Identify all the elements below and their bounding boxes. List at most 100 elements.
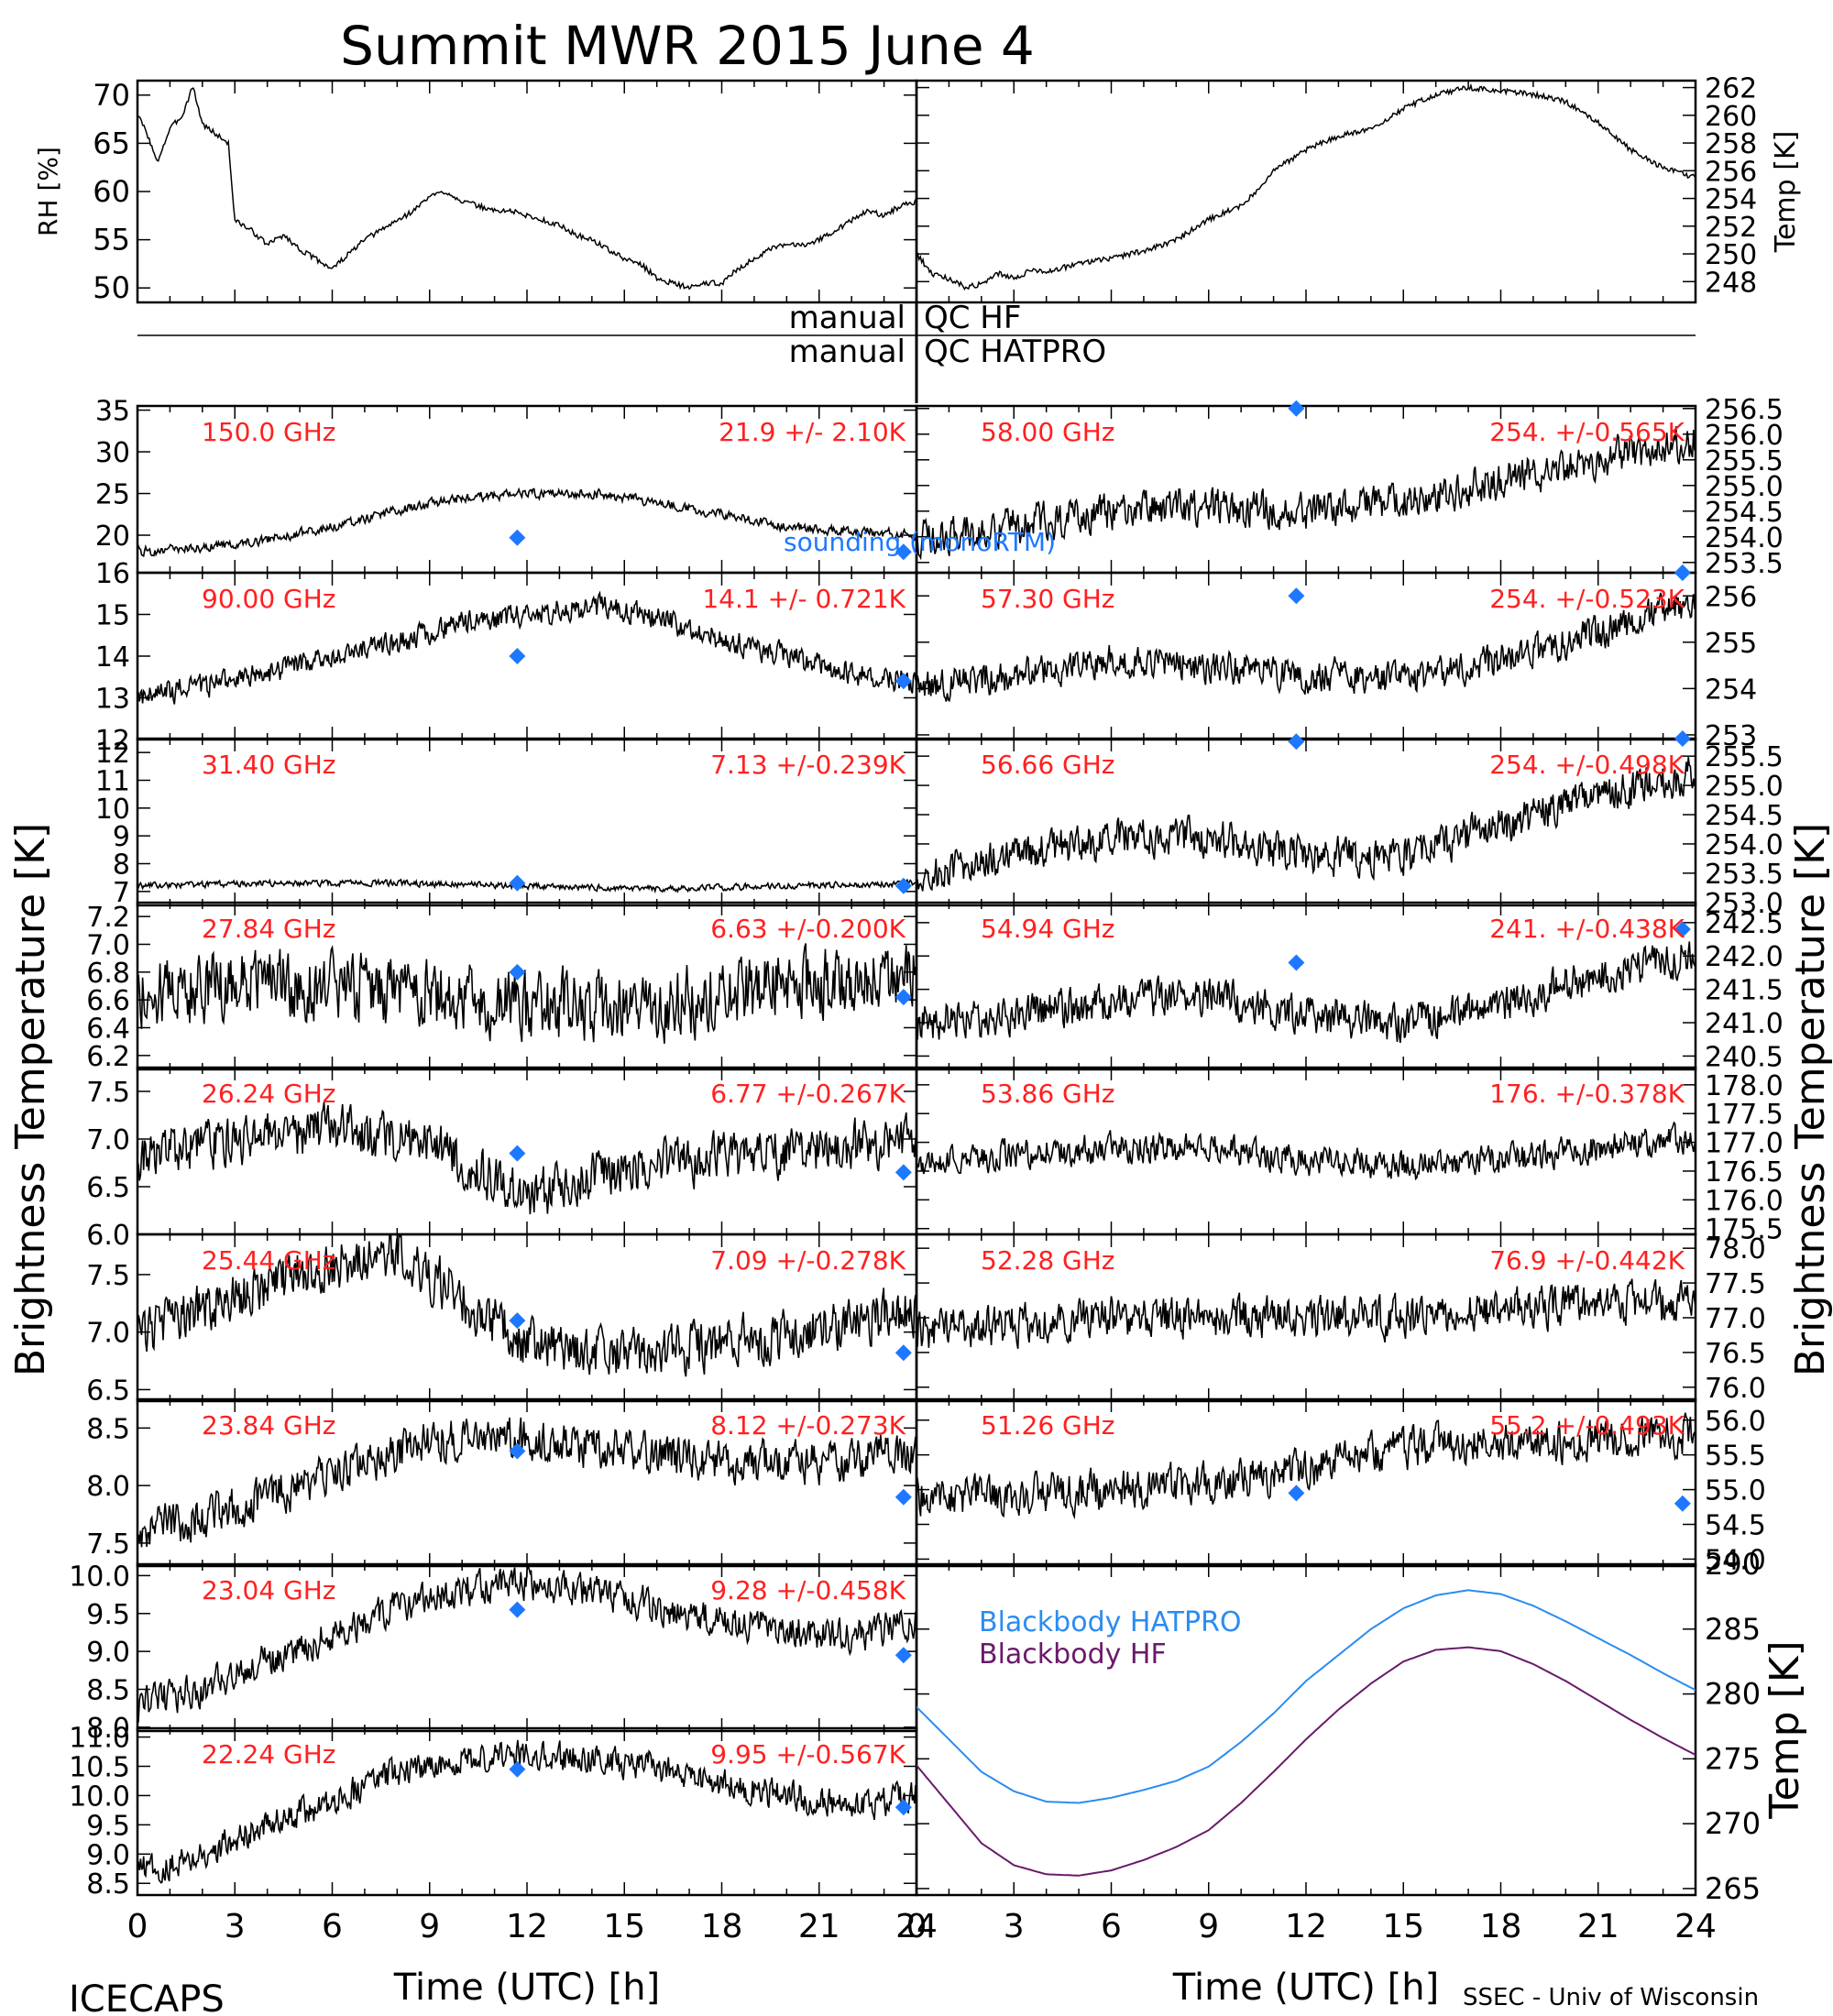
- ytick-label: 9.5: [86, 1810, 130, 1842]
- ytick-label: 9.5: [86, 1599, 130, 1631]
- ytick-label: 6.0: [86, 1220, 130, 1252]
- ytick-label: 8.0: [86, 1713, 130, 1745]
- xtick-label: 21: [1577, 1908, 1619, 1945]
- ytick-label: 78.0: [1705, 1233, 1766, 1265]
- xtick-label: 3: [1004, 1908, 1025, 1945]
- ylabel: RH [%]: [33, 147, 63, 236]
- channel-label: 31.40 GHz: [202, 750, 336, 780]
- ytick-label: 16: [95, 558, 130, 590]
- sounding-point: [509, 963, 526, 981]
- xtick-label: 3: [225, 1908, 246, 1945]
- sounding-point: [895, 1647, 912, 1664]
- trace-f2784: [137, 943, 916, 1044]
- ytick-label: 77.0: [1705, 1303, 1766, 1335]
- xtick-label: 24: [895, 1908, 938, 1945]
- sounding-point: [509, 1442, 526, 1460]
- sounding-legend: sounding (monoRTM): [784, 527, 1056, 557]
- panel-f2624: 6.0 6.5 7.0 7.5 26.24 GHz 6.77 +/-0.267K: [86, 1066, 918, 1252]
- channel-stat: 21.9 +/- 2.10K: [719, 417, 906, 447]
- channel-stat: 76.9 +/-0.442K: [1489, 1245, 1685, 1276]
- ytick-label: 254.5: [1705, 497, 1784, 529]
- xtick-label: 12: [506, 1908, 548, 1945]
- trace-f5800: [916, 426, 1696, 561]
- footer-left: ICECAPS: [69, 1978, 225, 2016]
- channel-stat: 176. +/-0.378K: [1489, 1079, 1685, 1109]
- ylabel: Temp [K]: [1762, 1640, 1808, 1819]
- ytick-label: 253: [1705, 720, 1757, 752]
- ytick-label: 10.0: [69, 1561, 130, 1593]
- ytick-label: 35: [95, 396, 130, 428]
- channel-label: 51.26 GHz: [981, 1410, 1115, 1441]
- ytick-label: 255.0: [1705, 471, 1784, 503]
- ytick-label: 7.5: [86, 1260, 130, 1292]
- ytick-label: 77.5: [1705, 1268, 1766, 1300]
- sounding-point: [895, 1164, 912, 1181]
- sounding-point: [1288, 400, 1305, 417]
- ytick-label: 255.0: [1705, 771, 1784, 803]
- series-line: [916, 1646, 1696, 1877]
- ytick-label: 20: [95, 520, 130, 553]
- sounding-point: [895, 877, 912, 894]
- sounding-point: [1674, 1495, 1691, 1512]
- channel-label: 57.30 GHz: [981, 584, 1115, 614]
- sounding-point: [895, 989, 912, 1006]
- xtick-label: 21: [798, 1908, 840, 1945]
- sounding-point: [895, 1488, 912, 1506]
- ytick-label: 6.4: [86, 1013, 130, 1046]
- qc-hf-left: manual: [789, 300, 906, 336]
- qc-hatpro-right: QC HATPRO: [924, 334, 1106, 370]
- channel-label: 25.44 GHz: [202, 1245, 336, 1276]
- ytick-label: 54.0: [1705, 1544, 1766, 1576]
- channel-stat: 55.2 +/-0.493K: [1489, 1410, 1685, 1441]
- channel-label: 23.84 GHz: [202, 1410, 336, 1441]
- ytick-label: 8.5: [86, 1413, 130, 1445]
- ytick-label: 70: [93, 78, 130, 113]
- ytick-label: 285: [1705, 1612, 1761, 1647]
- channel-stat: 8.12 +/-0.273K: [710, 1410, 906, 1441]
- ytick-label: 13: [95, 684, 130, 716]
- trace-f2224: [137, 1739, 916, 1884]
- xtick-label: 18: [701, 1908, 743, 1945]
- channel-stat: 6.77 +/-0.267K: [710, 1079, 906, 1109]
- qc-hf-right: QC HF: [924, 300, 1021, 336]
- ytick-label: 9: [113, 821, 130, 853]
- ytick-label: 260: [1705, 101, 1757, 133]
- sounding-point: [895, 1799, 912, 1816]
- ytick-label: 254: [1705, 674, 1757, 706]
- panel-f90: 12 13 14 15 16 90.00 GHz 14.1 +/- 0.721K: [95, 558, 918, 757]
- xtick-label: 12: [1285, 1908, 1327, 1945]
- trace-f5730: [916, 592, 1696, 703]
- sounding-point: [1288, 733, 1305, 751]
- trace-f90: [137, 590, 916, 705]
- ytick-label: 254.0: [1705, 522, 1784, 554]
- sounding-point: [509, 529, 526, 546]
- ytick-label: 256: [1705, 581, 1757, 613]
- channel-label: 53.86 GHz: [981, 1079, 1115, 1109]
- ytick-label: 253.5: [1705, 548, 1784, 580]
- ytick-label: 8.0: [86, 1471, 130, 1503]
- sounding-point: [895, 1344, 912, 1362]
- xtick-label: 15: [603, 1908, 645, 1945]
- ytick-label: 254: [1705, 184, 1757, 216]
- channel-stat: 254. +/-0.523K: [1489, 584, 1685, 614]
- channel-label: 150.0 GHz: [202, 417, 336, 447]
- xlabel-right: Time (UTC) [h]: [1172, 1967, 1439, 2009]
- ytick-label: 242.0: [1705, 941, 1784, 973]
- panel-f150: 20 25 30 35 150.0 GHz 21.9 +/- 2.10K: [95, 396, 918, 575]
- ytick-label: 14: [95, 641, 130, 674]
- channel-label: 52.28 GHz: [981, 1245, 1115, 1276]
- ytick-label: 6.5: [86, 1172, 130, 1204]
- trace-f5666: [916, 757, 1696, 892]
- ytick-label: 6.2: [86, 1041, 130, 1073]
- channel-stat: 9.28 +/-0.458K: [710, 1575, 906, 1605]
- channel-stat: 241. +/-0.438K: [1489, 914, 1685, 944]
- qc-strip: manual QC HF manual QC HATPRO: [137, 300, 1696, 403]
- ytick-label: 255.5: [1705, 445, 1784, 477]
- xlabel-left: Time (UTC) [h]: [393, 1967, 660, 2009]
- qc-hatpro-left: manual: [789, 334, 906, 370]
- ytick-label: 7.0: [86, 1124, 130, 1156]
- ytick-label: 76.0: [1705, 1373, 1766, 1405]
- xtick-label: 9: [419, 1908, 440, 1945]
